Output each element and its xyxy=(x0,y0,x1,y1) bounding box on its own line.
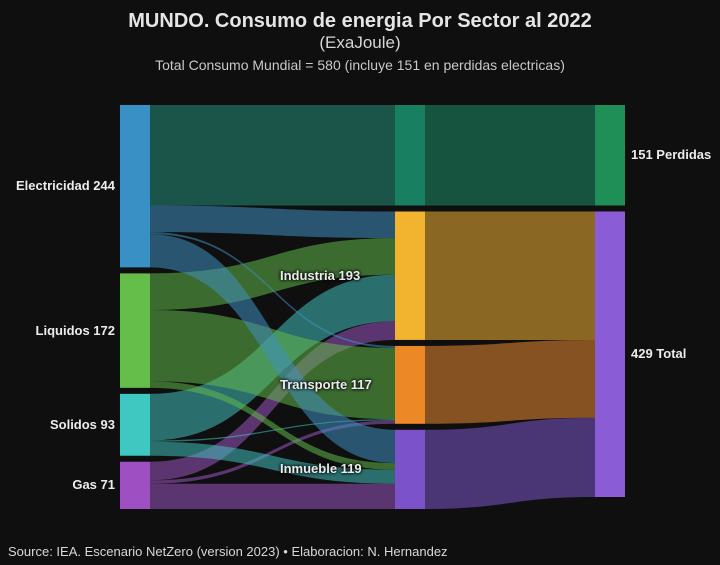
sankey-node xyxy=(120,462,150,509)
label-mid-inmueble: Inmueble 119 xyxy=(280,461,362,476)
label-left-solidos: Solidos 93 xyxy=(5,417,115,432)
sankey-flow xyxy=(150,205,395,238)
sankey-node xyxy=(120,394,150,456)
sankey-node xyxy=(120,105,150,267)
chart-subtitle: (ExaJoule) xyxy=(0,33,720,53)
sankey-chart: Electricidad 244 Liquidos 172 Solidos 93 Ga… xyxy=(0,90,720,530)
label-left-liquidos: Liquidos 172 xyxy=(5,323,115,338)
sankey-flow xyxy=(425,340,595,424)
chart-note: Total Consumo Mundial = 580 (incluye 151… xyxy=(0,57,720,73)
label-left-gas: Gas 71 xyxy=(5,477,115,492)
sankey-node xyxy=(395,430,425,509)
label-right-total: 429 Total xyxy=(631,346,720,361)
sankey-node xyxy=(120,273,150,387)
sankey-node xyxy=(395,211,425,339)
sankey-flow xyxy=(150,484,395,509)
chart-title: MUNDO. Consumo de energia Por Sector al … xyxy=(0,10,720,33)
title-block: MUNDO. Consumo de energia Por Sector al … xyxy=(0,0,720,73)
sankey-node xyxy=(595,105,625,205)
sankey-flow xyxy=(150,105,395,205)
label-mid-industria: Industria 193 xyxy=(280,268,360,283)
sankey-container: MUNDO. Consumo de energia Por Sector al … xyxy=(0,0,720,565)
label-mid-transporte: Transporte 117 xyxy=(280,377,372,392)
sankey-node xyxy=(395,346,425,424)
sankey-flow xyxy=(425,211,595,339)
label-right-perdidas: 151 Perdidas xyxy=(631,147,720,162)
sankey-flow xyxy=(425,418,595,509)
sankey-node xyxy=(595,211,625,497)
sankey-node xyxy=(395,105,425,205)
source-footer: Source: IEA. Escenario NetZero (version … xyxy=(8,544,448,559)
sankey-flow xyxy=(425,105,595,205)
label-left-electricidad: Electricidad 244 xyxy=(5,178,115,193)
